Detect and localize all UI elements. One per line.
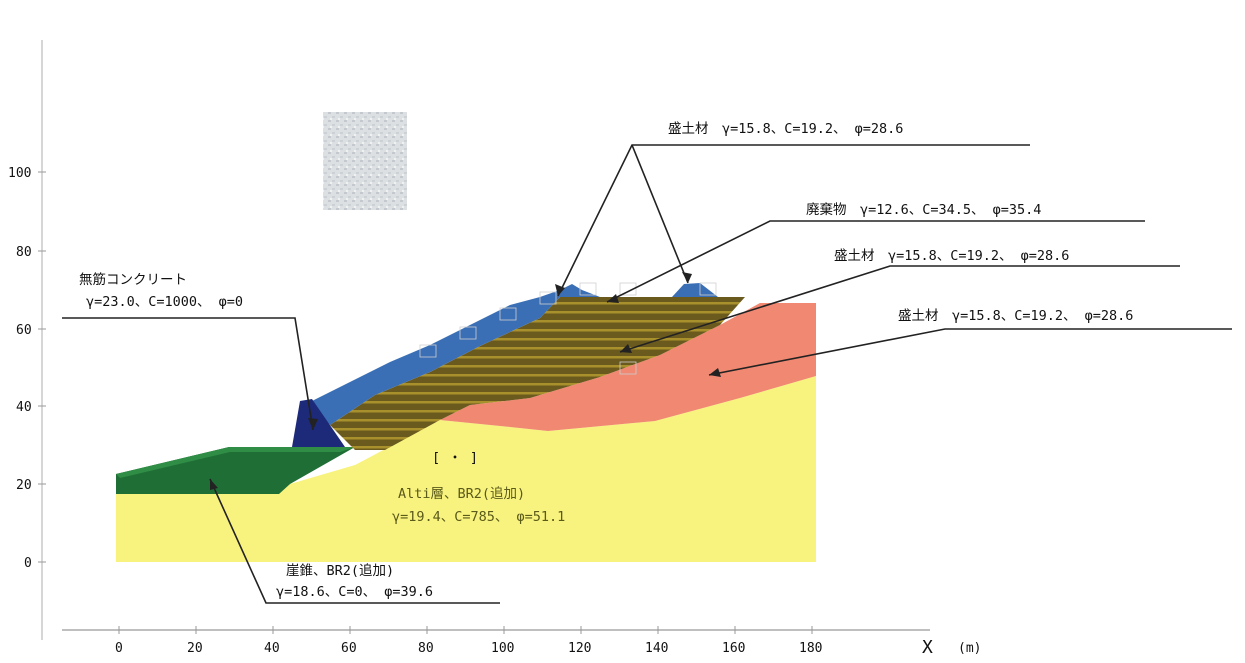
leader-lines bbox=[62, 144, 1232, 604]
x-tick-label: 60 bbox=[341, 641, 357, 656]
talus-layer-top bbox=[116, 447, 355, 478]
y-tick-label: 80 bbox=[16, 245, 32, 260]
concrete-block bbox=[292, 399, 345, 447]
x-tick-label: 0 bbox=[115, 641, 123, 656]
alti-layer-yellow bbox=[116, 376, 816, 562]
waste-layer-striped bbox=[330, 297, 745, 450]
x-tick-label: 80 bbox=[418, 641, 434, 656]
scan-noise-patch bbox=[323, 112, 407, 210]
y-tick-label: 40 bbox=[16, 400, 32, 415]
y-tick-label: 0 bbox=[24, 556, 32, 571]
leader-arrowheads bbox=[210, 272, 721, 490]
annotation-alti-params: γ=19.4、C=785、 φ=51.1 bbox=[392, 509, 565, 525]
fill-layer-salmon bbox=[440, 303, 816, 431]
annotation-gaisui-title: 崖錐、BR2(追加) bbox=[286, 563, 394, 579]
annotation-mochizai-right: 盛土材 γ=15.8、C=19.2、 φ=28.6 bbox=[898, 308, 1133, 324]
x-tick-marks bbox=[118, 626, 813, 634]
x-tick-label: 20 bbox=[187, 641, 203, 656]
slope-cover-blue bbox=[310, 284, 600, 425]
mesh-grid-remnant bbox=[419, 282, 717, 375]
x-axis-label: X bbox=[922, 637, 933, 658]
y-tick-marks bbox=[38, 171, 46, 563]
annotation-gaisui-params: γ=18.6、C=0、 φ=39.6 bbox=[276, 584, 433, 600]
annotation-mochizai-top: 盛土材 γ=15.8、C=19.2、 φ=28.6 bbox=[668, 121, 903, 137]
annotation-mochizai-mid: 盛土材 γ=15.8、C=19.2、 φ=28.6 bbox=[834, 248, 1069, 264]
y-tick-label: 20 bbox=[16, 478, 32, 493]
x-tick-label: 40 bbox=[264, 641, 280, 656]
annotation-haikibutsu: 廃棄物 γ=12.6、C=34.5、 φ=35.4 bbox=[806, 201, 1041, 218]
x-tick-label: 160 bbox=[722, 641, 745, 656]
x-axis-unit: (m) bbox=[958, 641, 981, 656]
x-tick-label: 100 bbox=[491, 641, 514, 656]
annotation-concrete-params: γ=23.0、C=1000、 φ=0 bbox=[86, 294, 243, 310]
crest-cover-blue bbox=[672, 283, 718, 297]
annotation-marker: [ ・ ] bbox=[432, 450, 478, 466]
x-tick-label: 140 bbox=[645, 641, 668, 656]
talus-layer-green bbox=[116, 447, 355, 494]
y-tick-label: 60 bbox=[16, 323, 32, 338]
x-tick-label: 180 bbox=[799, 641, 822, 656]
annotation-alti-title: Alti層、BR2(追加) bbox=[398, 486, 525, 502]
y-tick-label: 100 bbox=[8, 166, 31, 181]
annotation-concrete-title: 無筋コンクリート bbox=[79, 271, 187, 288]
x-tick-label: 120 bbox=[568, 641, 591, 656]
